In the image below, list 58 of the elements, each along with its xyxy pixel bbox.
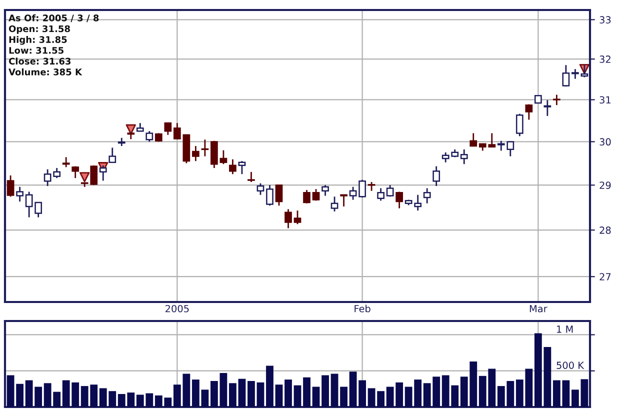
candlestick (349, 186, 357, 200)
candlestick (294, 210, 302, 225)
candlestick (460, 148, 468, 165)
candlestick (248, 171, 255, 183)
candlestick (25, 191, 33, 218)
candlestick (284, 208, 292, 229)
candlestick (62, 156, 70, 168)
y-tick-label: 29 (600, 182, 611, 189)
y-tick-label: 32 (600, 56, 610, 63)
candlestick (164, 122, 172, 136)
candlestick (553, 94, 560, 106)
candlestick (275, 184, 283, 206)
candlestick (146, 130, 154, 142)
annotation: Low: 31.55 (9, 46, 64, 54)
candlestick (34, 202, 42, 218)
candlestick (396, 191, 403, 209)
candlestick (201, 138, 209, 157)
candlestick (358, 179, 366, 198)
candlestick (16, 186, 24, 202)
candlestick (377, 188, 384, 202)
y-tick-label: 28 (600, 226, 611, 234)
x-tick-label: Feb (354, 304, 370, 312)
candlestick (516, 113, 524, 137)
y-tick-label: 1 M (557, 326, 573, 333)
annotation: Volume: 385 K (8, 68, 82, 76)
candlestick (572, 68, 579, 80)
candlestick (303, 189, 310, 204)
candlestick (266, 184, 274, 206)
y-tick-label: 31 (600, 96, 610, 104)
candlestick (423, 188, 431, 204)
annotation: High: 31.85 (9, 36, 67, 45)
candlestick (220, 150, 228, 165)
candlestick (562, 64, 570, 88)
point (80, 172, 90, 182)
annotation: Open: 31.58 (8, 25, 70, 34)
y-tick-label: 27 (600, 273, 611, 280)
candlestick (229, 158, 236, 175)
annotation: Close: 31.63 (8, 58, 71, 65)
candlestick (330, 196, 338, 212)
candlestick (256, 182, 264, 196)
y-tick-label: 500 K (556, 362, 584, 369)
x-tick-label: Mar (530, 305, 548, 312)
candlestick (322, 184, 329, 196)
candlestick (544, 99, 552, 117)
candlestick (108, 147, 116, 164)
candlestick (470, 132, 478, 147)
x-tick-label: 2005 (166, 304, 189, 312)
candlestick (192, 145, 200, 162)
candlestick (238, 160, 246, 175)
candlestick (432, 166, 440, 187)
candlestick (525, 104, 533, 120)
candlestick (6, 174, 14, 198)
candlestick (210, 140, 218, 169)
candlestick (340, 194, 348, 208)
point (126, 124, 136, 134)
annotation: As Of: 2005 / 3 / 8 (8, 14, 99, 22)
y-tick-label: 30 (600, 138, 611, 146)
y-tick-label: 33 (600, 16, 611, 24)
